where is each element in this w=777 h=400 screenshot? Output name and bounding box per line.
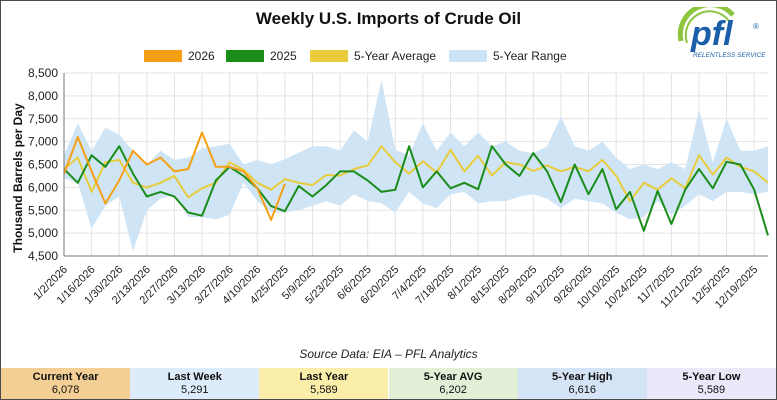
source-note: Source Data: EIA – PFL Analytics (299, 347, 478, 361)
stat-label: Last Year (299, 371, 349, 383)
stats-bar: Current Year 6,078 Last Week 5,291 Last Year… (1, 368, 776, 399)
y-tick-label: 7,000 (28, 135, 58, 149)
y-tick-label: 5,500 (28, 203, 58, 217)
legend-label-2026: 2026 (188, 49, 215, 63)
y-tick-label: 8,000 (28, 89, 58, 103)
stat-box: 5-Year Low 5,589 (646, 368, 776, 399)
y-tick-label: 5,000 (28, 226, 58, 240)
legend-swatch-2026 (144, 50, 182, 62)
stat-value: 6,616 (568, 384, 596, 396)
logo-tagline: RELENTLESS SERVICE (693, 52, 766, 59)
stat-box: 5-Year High 6,616 (517, 368, 647, 399)
stat-label: 5-Year AVG (423, 371, 483, 383)
stat-value: 5,589 (310, 384, 338, 396)
chart-title: Weekly U.S. Imports of Crude Oil (255, 9, 522, 28)
legend-label-2025: 2025 (270, 49, 297, 63)
pfl-logo: pfl ® RELENTLESS SERVICE (677, 7, 766, 59)
legend-swatch-2025 (226, 50, 264, 62)
legend-swatch-5yr-average (310, 50, 348, 62)
legend-label-5yr-range: 5-Year Range (493, 49, 567, 63)
y-tick-label: 6,000 (28, 180, 58, 194)
stat-box: 5-Year AVG 6,202 (388, 368, 518, 399)
series-2025-line (63, 145, 769, 236)
stat-box: Current Year 6,078 (1, 368, 131, 399)
stat-value: 6,202 (439, 384, 467, 396)
stat-box: Last Year 5,589 (259, 368, 389, 399)
stat-box: Last Week 5,291 (130, 368, 260, 399)
chart-legend: 2026 2025 5-Year Average 5-Year Range (1, 48, 776, 66)
stat-value: 6,078 (51, 384, 80, 396)
stat-label: Current Year (32, 371, 99, 383)
y-tick-label: 6,500 (28, 158, 58, 172)
stat-label: 5-Year High (551, 371, 613, 383)
logo-text: pfl (690, 15, 734, 53)
stat-value: 5,291 (180, 384, 209, 396)
stat-value: 5,589 (697, 384, 726, 396)
stat-label: Last Week (167, 371, 222, 383)
series-2026-line (63, 131, 286, 221)
legend-label-5yr-average: 5-Year Average (354, 49, 437, 63)
legend-swatch-5yr-range (449, 50, 487, 62)
y-tick-label: 4,500 (28, 249, 58, 263)
y-tick-label: 7,500 (28, 112, 58, 126)
line-chart: 4,500 5,000 5,500 6,000 6,500 7,000 7,500 8,000… (28, 66, 769, 311)
logo-mark: ® (753, 22, 759, 31)
y-tick-label: 8,500 (28, 66, 58, 80)
stat-label: 5-Year Low (682, 371, 741, 383)
